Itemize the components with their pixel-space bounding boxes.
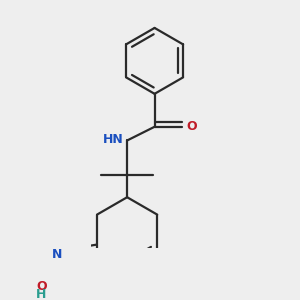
Text: HN: HN xyxy=(103,133,124,146)
Text: O: O xyxy=(36,280,46,293)
Text: O: O xyxy=(187,120,197,133)
Text: H: H xyxy=(36,288,46,300)
Text: N: N xyxy=(52,248,62,261)
